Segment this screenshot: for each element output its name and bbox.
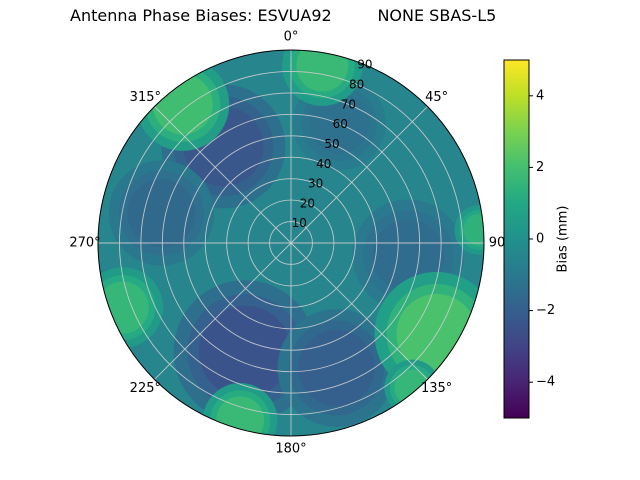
- bias-region: [296, 50, 349, 92]
- r-tick-label: 60: [333, 117, 348, 131]
- theta-tick-label: 270°: [69, 236, 100, 251]
- bias-region: [198, 305, 291, 398]
- theta-tick-label: 45°: [425, 90, 448, 105]
- colorbar-axis-label: Bias (mm): [556, 206, 571, 273]
- r-tick-label: 70: [341, 97, 356, 111]
- theta-gridline: [290, 242, 428, 380]
- bias-region: [463, 213, 484, 246]
- r-tick-label: 50: [324, 137, 339, 151]
- theta-gridline: [154, 242, 292, 380]
- colorbar-tick-label: 2: [536, 160, 544, 175]
- colorbar-tick-label: −2: [536, 303, 555, 318]
- r-tick-label: 80: [349, 78, 364, 92]
- theta-tick-label: 180°: [275, 442, 306, 457]
- r-tick-label: 30: [308, 177, 323, 191]
- r-tick-label: 90: [357, 58, 372, 72]
- theta-tick-label: 315°: [130, 90, 161, 105]
- colorbar-tick-label: −4: [536, 375, 555, 390]
- polar-boundary: [97, 49, 485, 437]
- polar-grid: [98, 50, 484, 436]
- r-tick-label: 40: [316, 157, 331, 171]
- theta-tick-label: 0°: [284, 30, 299, 45]
- theta-tick-label: 135°: [421, 381, 452, 396]
- bias-region: [216, 396, 265, 436]
- bias-region: [298, 329, 375, 406]
- chart-title: Antenna Phase Biases: ESVUA92 NONE SBAS-…: [70, 6, 497, 25]
- colorbar-gradient: [504, 60, 529, 418]
- r-tick-label: 20: [300, 196, 315, 210]
- colorbar-tick-label: 4: [536, 88, 544, 103]
- theta-tick-label: 225°: [130, 381, 161, 396]
- theta-gridline: [154, 106, 292, 244]
- r-tick-label: 10: [292, 216, 307, 230]
- theta-tick-label: 90: [489, 236, 506, 251]
- bias-region: [127, 179, 196, 248]
- theta-gridline: [290, 106, 428, 244]
- colorbar-tick-label: 0: [536, 232, 544, 247]
